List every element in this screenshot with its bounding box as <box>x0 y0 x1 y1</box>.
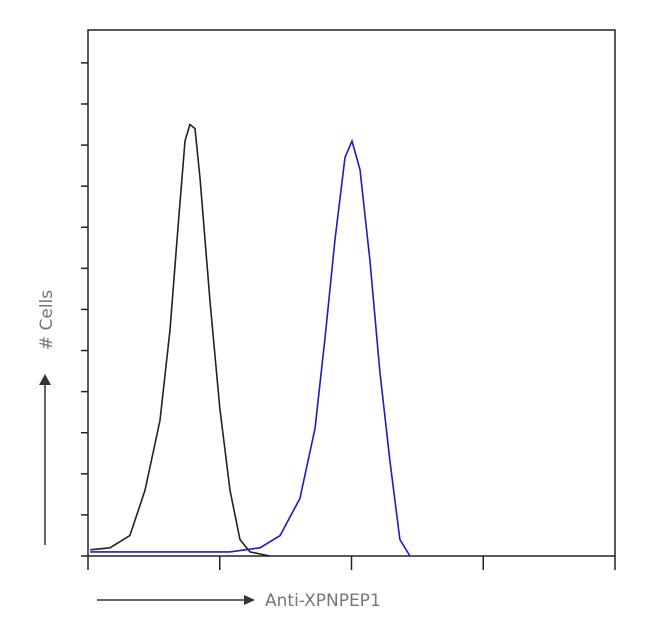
plot-frame <box>87 29 616 557</box>
y-arrow-head <box>39 374 51 385</box>
y-axis-label: # Cells <box>37 290 57 350</box>
histogram-line <box>90 138 411 557</box>
histogram-line <box>90 123 270 557</box>
x-arrow-head <box>244 595 255 605</box>
x-axis-label: Anti-XPNPEP1 <box>265 591 381 611</box>
